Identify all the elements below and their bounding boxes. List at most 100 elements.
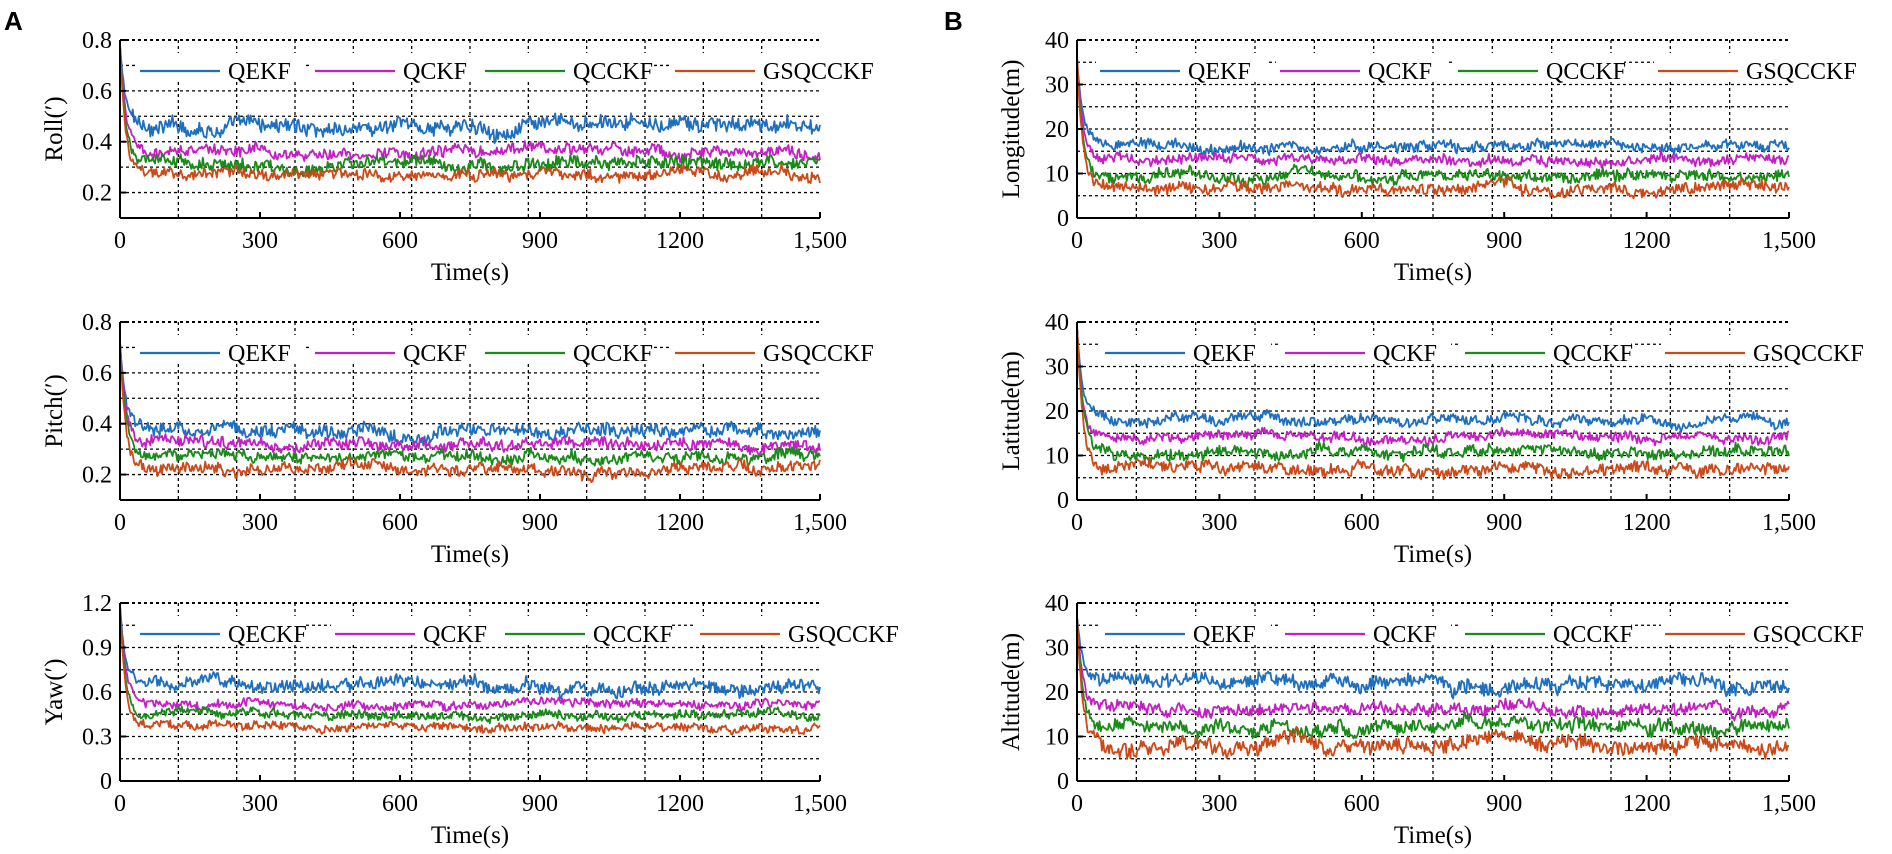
y-tick-label: 0	[100, 769, 112, 795]
legend: QEKF QCKF QCCKF GSQCCKF	[1101, 616, 1864, 648]
legend: QEKF QCKF QCCKF GSQCCKF	[1096, 53, 1857, 85]
legend-label-qckf: QCKF	[1373, 622, 1437, 648]
legend-label-qckf: QCKF	[423, 622, 487, 648]
series-line-qckf	[119, 45, 821, 164]
legend-bg	[136, 616, 306, 644]
legend-label-qcckf: QCCKF	[1553, 341, 1633, 367]
series-line-qckf	[119, 342, 821, 458]
series-line-qekf	[119, 342, 821, 447]
x-tick-label: 1,500	[793, 510, 847, 536]
y-tick-label: 30	[1045, 355, 1069, 381]
legend-bg	[481, 335, 651, 363]
series-line-gsqcckf	[119, 342, 821, 484]
legend-bg	[1654, 53, 1824, 81]
subplot-longitude-m-: 0 300 600 900 1200 1,500 0 10 20 30 40 Time(s) Longi…	[998, 28, 1857, 286]
y-tick-label: 20	[1045, 117, 1069, 143]
x-tick-label: 0	[114, 228, 126, 254]
legend-bg	[501, 616, 671, 644]
x-tick-label: 1200	[656, 510, 704, 536]
legend-label-gsqcckf: GSQCCKF	[788, 622, 899, 648]
y-axis-label: Pitch(′)	[41, 374, 68, 448]
x-tick-label: 600	[1344, 791, 1380, 817]
series-line-qckf	[1076, 326, 1790, 448]
subplot-altitude-m-: 0 300 600 900 1200 1,500 0 10 20 30 40 Time(s) Altit…	[998, 591, 1864, 849]
series-line-qekf	[1076, 616, 1790, 700]
series-line-gsqcckf	[1076, 326, 1790, 481]
legend-bg	[1101, 616, 1271, 644]
x-tick-label: 900	[522, 510, 558, 536]
legend-label-gsqcckf: GSQCCKF	[1753, 622, 1864, 648]
subplot-pitch-: 0 300 600 900 1200 1,500 0.2 0.4 0.6 0.8 Time(s) Pi…	[41, 310, 874, 568]
legend-bg	[696, 616, 866, 644]
series-line-qcckf	[119, 342, 821, 468]
series-line-qckf	[119, 605, 820, 713]
y-tick-label: 0.4	[82, 412, 112, 438]
legend-label-qekf: QEKF	[228, 59, 291, 85]
legend-label-qekf: QEKF	[1188, 59, 1251, 85]
x-tick-label: 0	[1071, 791, 1083, 817]
legend-bg	[481, 53, 651, 81]
x-tick-label: 300	[1201, 510, 1237, 536]
y-tick-label: 0.9	[82, 636, 112, 662]
x-axis-label: Time(s)	[1394, 541, 1472, 568]
x-tick-label: 0	[1071, 510, 1083, 536]
legend-label-qekf: QEKF	[1193, 622, 1256, 648]
y-tick-label: 0	[1057, 488, 1069, 514]
subplot-roll-: 0 300 600 900 1200 1,500 0.2 0.4 0.6 0.8 Time(s) Ro…	[41, 28, 874, 286]
legend: QEKF QCKF QCCKF GSQCCKF	[136, 53, 874, 85]
legend-label-qcckf: QCCKF	[573, 341, 653, 367]
y-tick-label: 0.2	[82, 463, 112, 489]
legend-bg	[1461, 335, 1631, 363]
y-axis-label: Yaw(′)	[41, 659, 68, 726]
legend-bg	[311, 335, 481, 363]
legend-label-gsqcckf: GSQCCKF	[763, 341, 874, 367]
x-tick-label: 1,500	[793, 228, 847, 254]
x-axis-label: Time(s)	[431, 259, 509, 286]
x-tick-label: 1,500	[793, 791, 847, 817]
series-line-qcckf	[1076, 616, 1790, 740]
series-line-gsqcckf	[119, 45, 821, 185]
legend-label-gsqcckf: GSQCCKF	[1746, 59, 1857, 85]
x-tick-label: 300	[1201, 791, 1237, 817]
legend-label-gsqcckf: GSQCCKF	[1753, 341, 1864, 367]
legend-label-qckf: QCKF	[1368, 59, 1432, 85]
legend-bg	[1661, 335, 1831, 363]
y-tick-label: 30	[1045, 73, 1069, 99]
legend-label-qcckf: QCCKF	[1553, 622, 1633, 648]
legend-bg	[311, 53, 481, 81]
x-tick-label: 600	[382, 228, 418, 254]
series-line-qckf	[1076, 57, 1790, 169]
x-tick-label: 1200	[656, 228, 704, 254]
legend-bg	[331, 616, 501, 644]
series-line-qekf	[119, 45, 821, 145]
legend-label-qckf: QCKF	[403, 59, 467, 85]
legend-label-qcckf: QCCKF	[573, 59, 653, 85]
series-line-gsqcckf	[119, 605, 821, 736]
legend-bg	[1281, 616, 1451, 644]
legend-label-gsqcckf: GSQCCKF	[763, 59, 874, 85]
y-tick-label: 0.8	[82, 28, 112, 54]
legend-bg	[1096, 53, 1266, 81]
y-axis-label: Latitude(m)	[998, 351, 1025, 470]
series-line-gsqcckf	[1076, 57, 1790, 200]
x-tick-label: 0	[1071, 228, 1083, 254]
legend-label-qcckf: QCCKF	[593, 622, 673, 648]
x-axis-label: Time(s)	[1394, 259, 1472, 286]
x-tick-label: 600	[1344, 510, 1380, 536]
x-tick-label: 1200	[656, 791, 704, 817]
x-tick-label: 1,500	[1762, 228, 1816, 254]
x-tick-label: 900	[1486, 791, 1522, 817]
series-line-qcckf	[119, 605, 821, 725]
y-tick-label: 20	[1045, 680, 1069, 706]
y-tick-label: 40	[1045, 310, 1069, 336]
x-tick-label: 900	[1486, 510, 1522, 536]
legend-bg	[1276, 53, 1446, 81]
y-tick-label: 40	[1045, 591, 1069, 617]
legend-label-qekf: QEKF	[228, 341, 291, 367]
legend-label-qekf: QEKF	[1193, 341, 1256, 367]
y-tick-label: 10	[1045, 444, 1069, 470]
series-line-qckf	[1076, 616, 1790, 722]
x-tick-label: 600	[1344, 228, 1380, 254]
y-tick-label: 1.2	[82, 591, 112, 617]
